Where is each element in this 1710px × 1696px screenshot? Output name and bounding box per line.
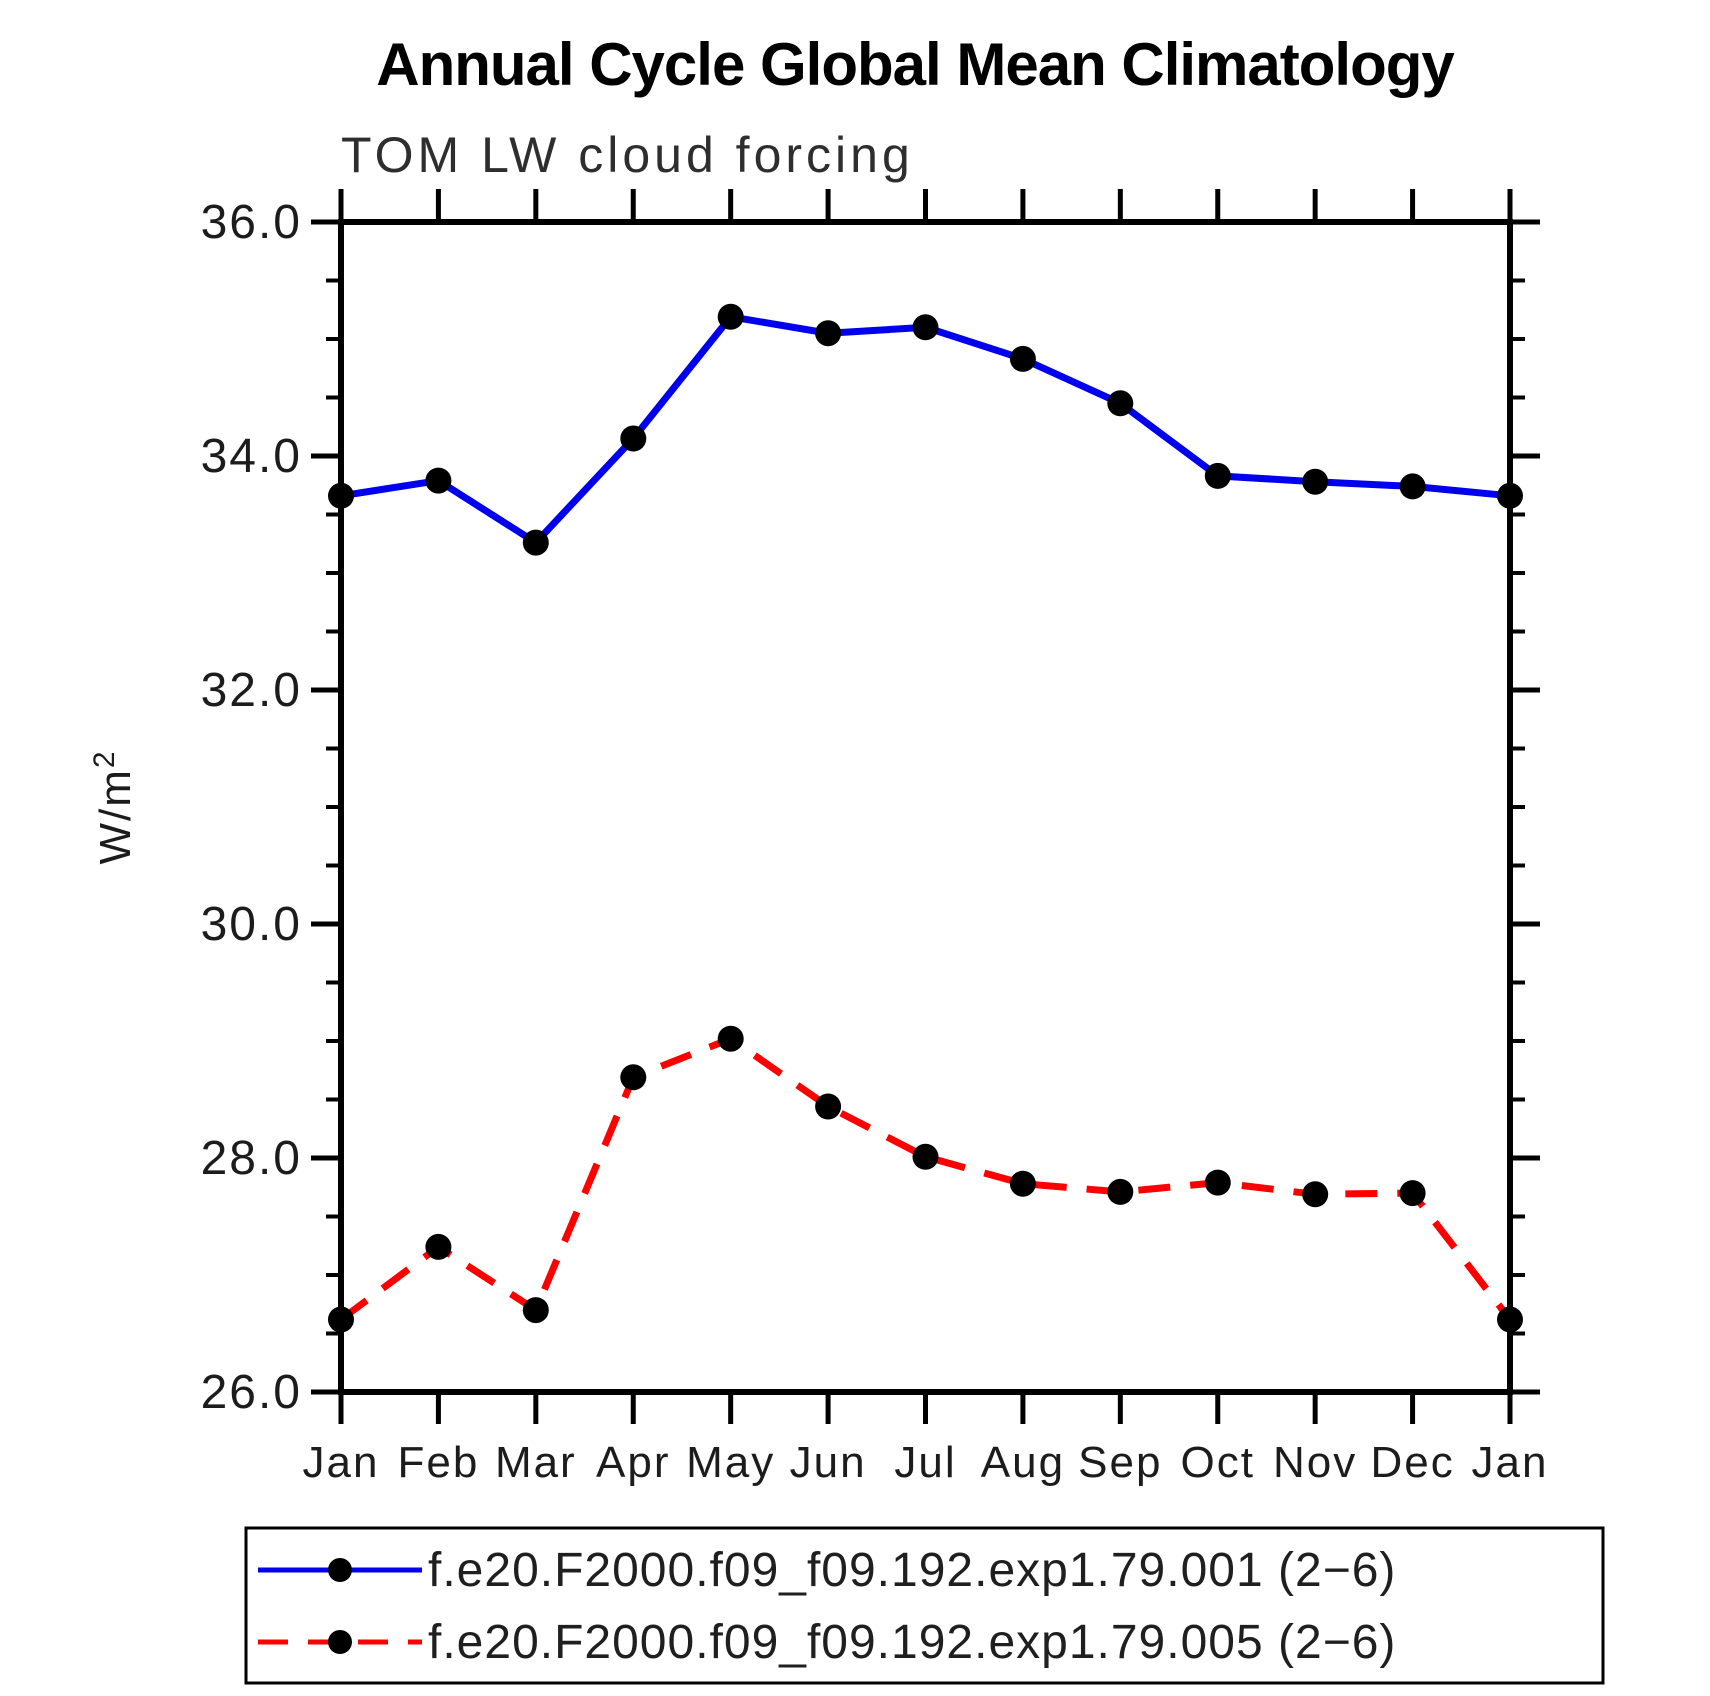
x-tick-label: Sep — [1078, 1438, 1162, 1487]
data-point — [425, 467, 452, 494]
legend-marker-sample — [328, 1558, 352, 1582]
data-point — [328, 1306, 354, 1333]
data-point — [328, 482, 354, 509]
data-point — [815, 320, 842, 347]
x-tick-label: Jan — [1472, 1438, 1549, 1487]
data-point — [1399, 473, 1426, 500]
data-point — [717, 1025, 744, 1052]
x-tick-label: Jun — [790, 1438, 867, 1487]
x-tick-label: Oct — [1181, 1438, 1255, 1487]
legend-label: f.e20.F2000.f09_f09.192.exp1.79.001 (2−6… — [428, 1544, 1396, 1597]
x-tick-label: Jan — [303, 1438, 380, 1487]
series-line-0 — [340, 313, 1511, 548]
data-point — [717, 303, 744, 330]
data-point — [1107, 390, 1134, 417]
legend-marker-sample — [328, 1630, 352, 1654]
y-tick-label: 36.0 — [201, 196, 302, 249]
data-point — [1399, 1180, 1426, 1207]
data-point — [620, 425, 647, 452]
x-tick-label: Dec — [1370, 1438, 1454, 1487]
legend-label: f.e20.F2000.f09_f09.192.exp1.79.005 (2−6… — [428, 1616, 1396, 1669]
data-point — [1497, 482, 1523, 509]
chart-subtitle: TOM LW cloud forcing — [341, 127, 914, 183]
data-point — [1204, 1169, 1231, 1196]
data-point — [1302, 1181, 1329, 1208]
data-point — [1009, 345, 1036, 372]
y-tick-label: 32.0 — [201, 664, 302, 717]
x-tick-label: Aug — [981, 1438, 1065, 1487]
x-tick-label: Apr — [596, 1438, 670, 1487]
chart-title: Annual Cycle Global Mean Climatology — [376, 31, 1455, 98]
y-tick-label: 34.0 — [201, 430, 302, 483]
y-tick-label: 26.0 — [201, 1366, 302, 1419]
data-point — [1302, 468, 1329, 495]
legend: f.e20.F2000.f09_f09.192.exp1.79.001 (2−6… — [244, 1526, 1605, 1685]
axis-frame — [338, 219, 1513, 1395]
x-tick-label: Mar — [495, 1438, 577, 1487]
data-point — [522, 529, 549, 556]
series-line-1 — [338, 1034, 1513, 1323]
data-point — [912, 314, 939, 341]
data-point — [1497, 1306, 1523, 1333]
data-point — [1107, 1178, 1134, 1205]
axes: 26.0 28.0 30.0 32.0 34.0 36.0 Jan Feb Mar Apr May J… — [201, 189, 1549, 1487]
x-tick-label: May — [686, 1438, 775, 1487]
x-tick-label: Nov — [1273, 1438, 1357, 1487]
legend-box — [244, 1526, 1605, 1685]
y-tick-label: 28.0 — [201, 1132, 302, 1185]
data-point — [522, 1297, 549, 1324]
data-point — [1009, 1170, 1036, 1197]
x-tick-label: Feb — [398, 1438, 480, 1487]
plot-series — [328, 303, 1523, 1333]
y-axis-label: W/m2 — [88, 749, 140, 864]
x-tick-label: Jul — [894, 1438, 956, 1487]
data-point — [1204, 462, 1231, 489]
data-point — [425, 1233, 452, 1260]
data-point — [620, 1064, 647, 1091]
y-tick-label: 30.0 — [201, 898, 302, 951]
data-point — [912, 1143, 939, 1170]
data-point — [815, 1093, 842, 1120]
